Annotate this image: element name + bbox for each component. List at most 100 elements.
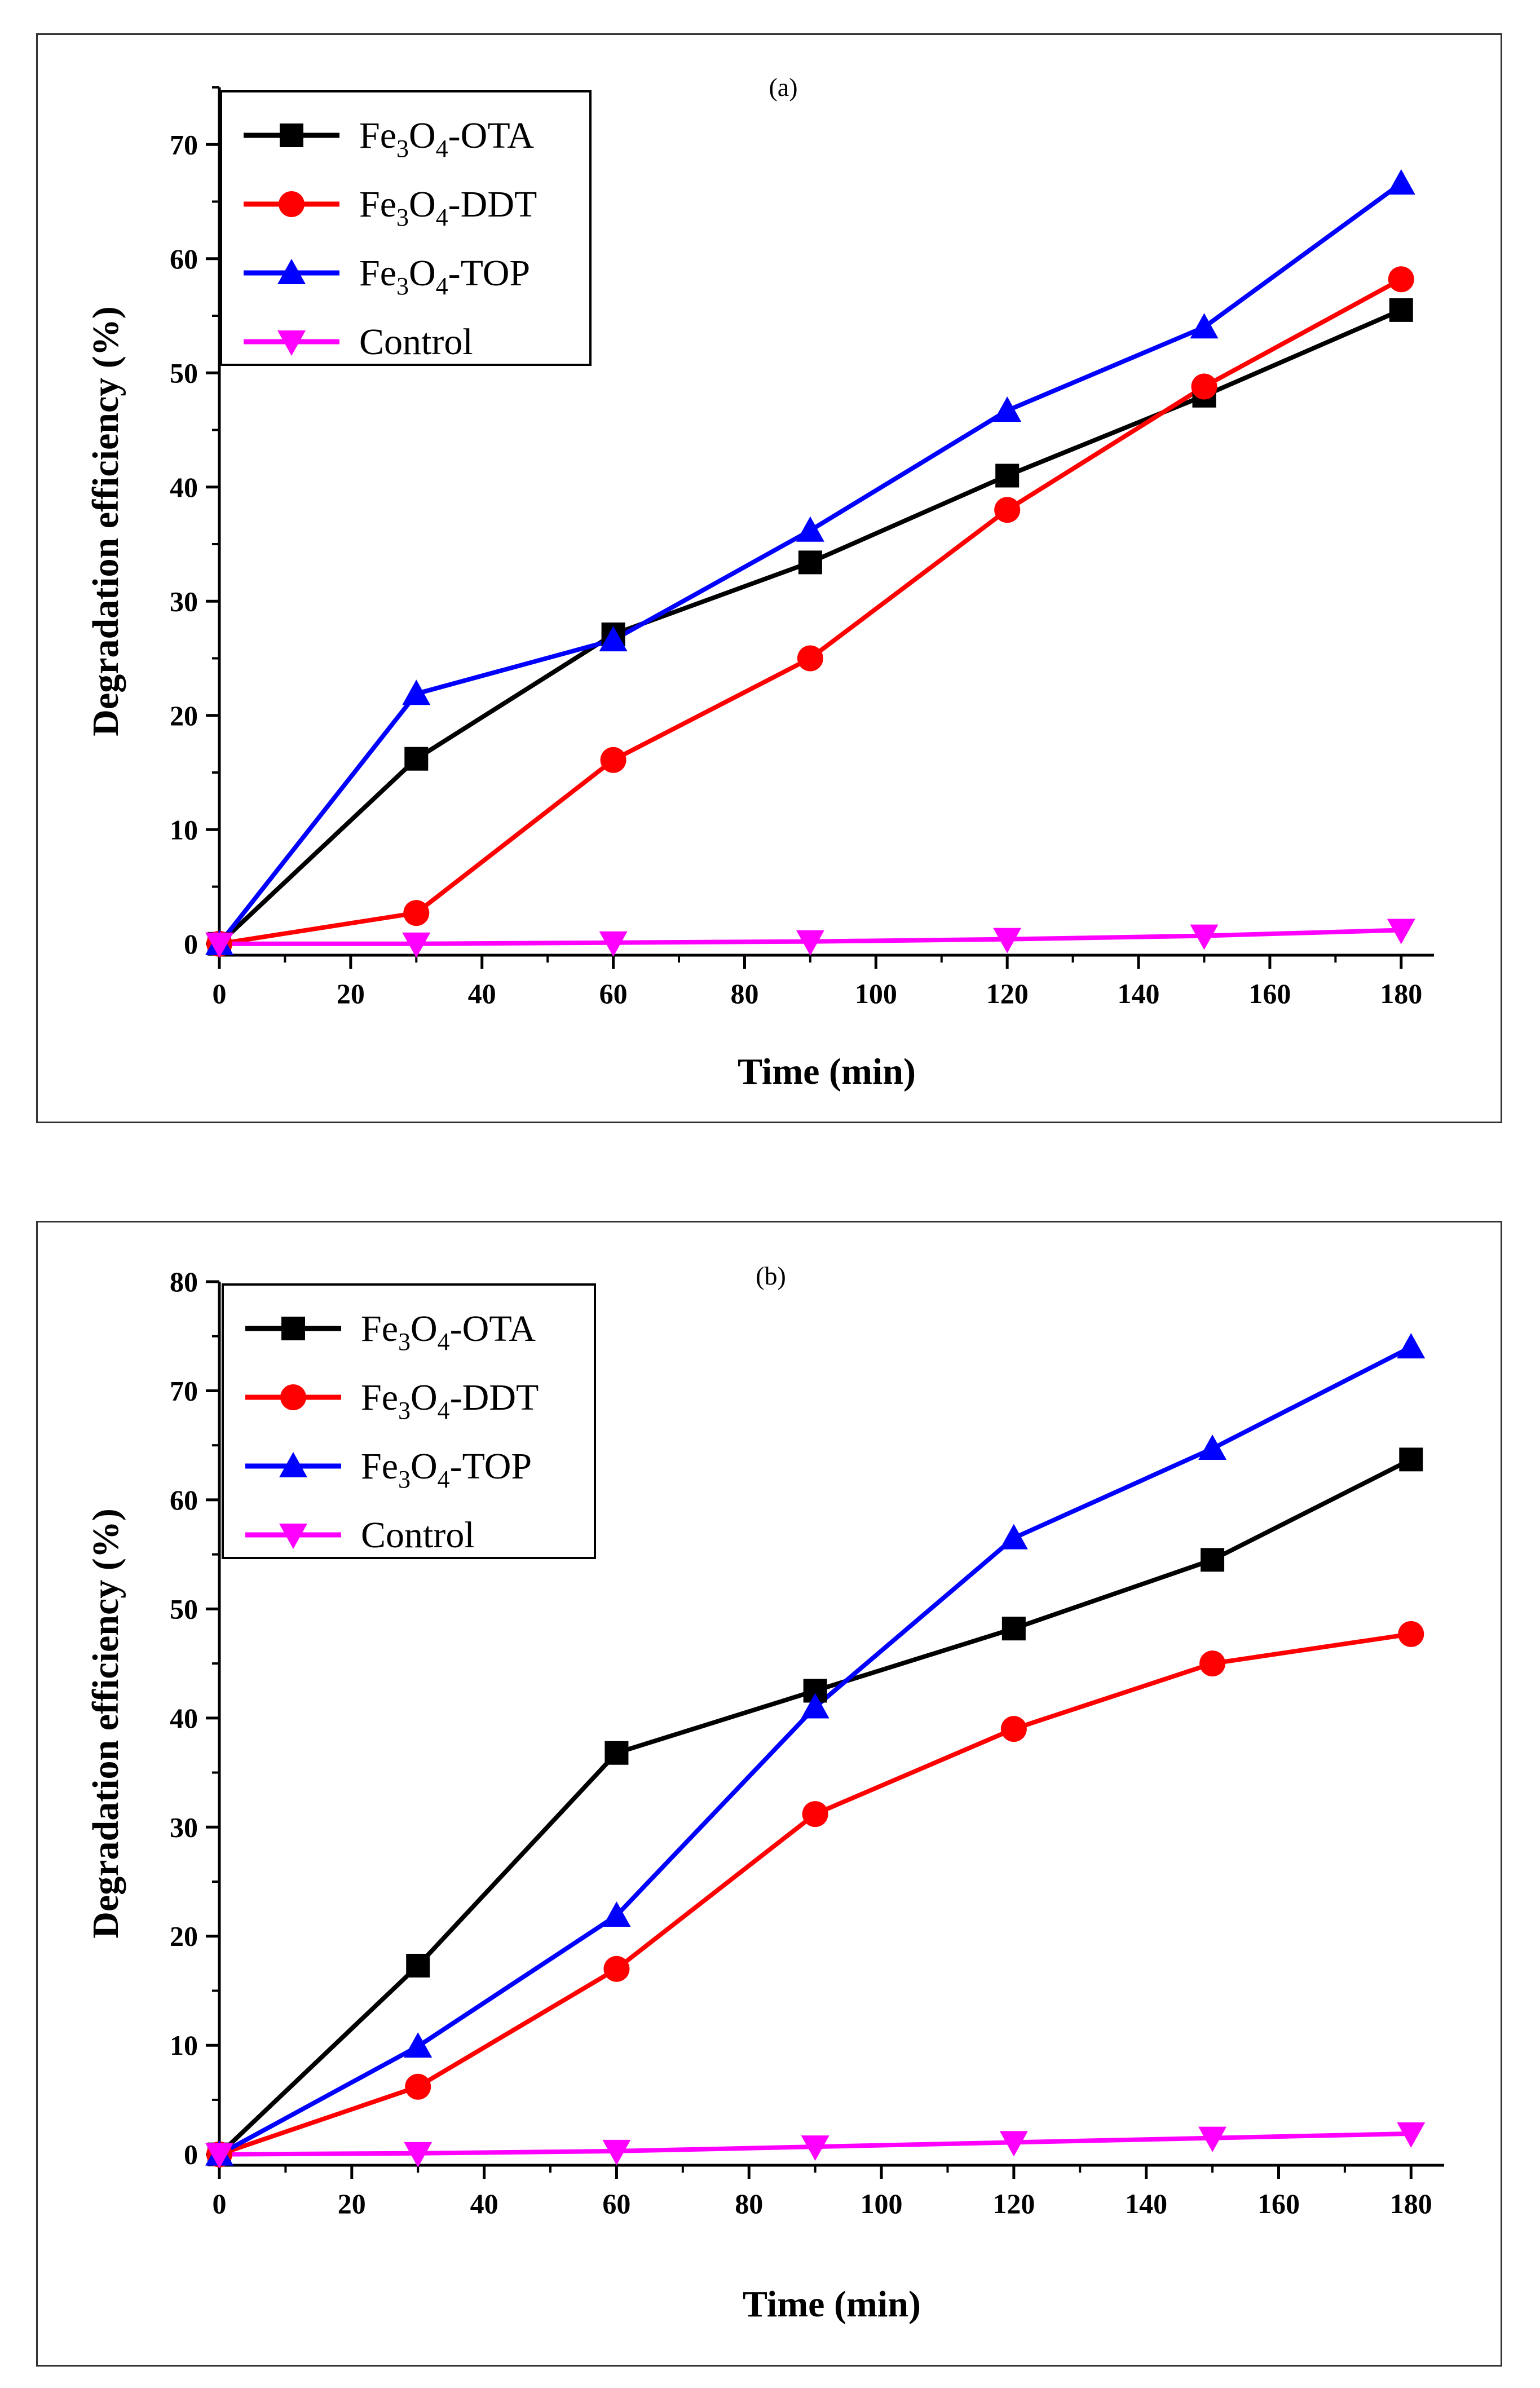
chart-b-data-point-fe3o4-ota: [406, 1953, 430, 1978]
chart-a-data-point-fe3o4-ddt: [403, 900, 430, 926]
chart-b-y-tick-label: 30: [170, 1811, 198, 1843]
chart-a-data-point-control: [599, 931, 628, 957]
chart-a-series-points-fe3o4-ota: [208, 298, 1413, 956]
chart-b-series-points-fe3o4-top: [205, 1333, 1426, 2166]
chart-b-data-point-fe3o4-ota: [604, 1741, 629, 1765]
chart-b-data-point-fe3o4-top: [801, 1693, 829, 1719]
chart-a-data-point-control: [796, 930, 824, 956]
chart-b-data-point-fe3o4-ddt: [1398, 1621, 1424, 1647]
chart-b-data-point-control: [801, 2135, 829, 2161]
chart-b-data-point-fe3o4-top: [1198, 1434, 1227, 1460]
chart-a-data-point-fe3o4-ddt: [797, 645, 823, 672]
chart-a-x-tick-label: 80: [730, 978, 758, 1009]
chart-a-data-point-fe3o4-ota: [798, 550, 822, 575]
chart-b-legend-marker-fe3o4-ota: [281, 1317, 305, 1340]
chart-a-x-tick-label: 40: [468, 978, 496, 1009]
chart-b-x-tick-label: 0: [213, 2188, 227, 2219]
chart-b-data-point-control: [1198, 2126, 1227, 2152]
chart-a-data-point-fe3o4-ota: [404, 747, 429, 771]
chart-b-data-point-fe3o4-top: [602, 1901, 631, 1927]
chart-b-x-tick-label: 180: [1390, 2188, 1432, 2219]
chart-a-data-point-control: [993, 928, 1022, 954]
chart-b-data-point-fe3o4-ota: [1001, 1617, 1026, 1641]
chart-a-legend-marker-fe3o4-top: [277, 259, 306, 284]
chart-a-legend-label-fe3o4-top: Fe3O4-TOP: [359, 253, 530, 300]
chart-a-x-tick-label: 20: [337, 978, 365, 1009]
chart-b-x-tick-label: 140: [1125, 2188, 1167, 2219]
chart-b-legend-label-fe3o4-top: Fe3O4-TOP: [361, 1446, 532, 1493]
chart-b-y-axis-title: Degradation efficiency (%): [85, 1508, 126, 1938]
chart-a-data-point-control: [1190, 924, 1219, 950]
chart-b-y-tick-label: 80: [170, 1266, 198, 1297]
chart-a-y-tick-label: 20: [170, 700, 198, 731]
chart-a-x-tick-label: 120: [986, 978, 1029, 1009]
chart-b-x-tick-label: 100: [861, 2188, 903, 2219]
chart-a-x-tick-label: 60: [599, 978, 628, 1009]
chart-b-y-tick-label: 20: [170, 1921, 198, 1952]
chart-a-y-tick-label: 30: [170, 585, 198, 617]
chart-a-data-point-fe3o4-ddt: [1191, 373, 1217, 400]
chart-a-data-point-fe3o4-top: [599, 626, 628, 652]
chart-b-x-tick-label: 160: [1257, 2188, 1300, 2219]
chart-a-x-tick-label: 0: [213, 978, 227, 1009]
chart-a-legend-marker-fe3o4-ota: [280, 123, 303, 147]
chart-a-x-tick-label: 180: [1380, 978, 1422, 1009]
chart-panel-a: (a) 0 20 40 60 80 100 120 140 160 180 0 10 20 30 40 50 60…: [36, 33, 1502, 1123]
chart-a-series-line-fe3o4-ota: [218, 308, 1402, 946]
chart-b-data-point-fe3o4-ota: [1399, 1447, 1423, 1472]
chart-b-svg: (b) 0 20 40 60 80 100 120 140 160 180 0 10 20 30 40 50 60…: [85, 1261, 1444, 2325]
chart-a-y-axis-title: Degradation efficiency (%): [85, 306, 126, 736]
chart-a-y-tick-label: 50: [170, 357, 198, 389]
chart-a-panel-label: (a): [769, 73, 797, 101]
chart-b-data-point-fe3o4-top: [1397, 1333, 1426, 1359]
chart-a-data-point-fe3o4-top: [402, 679, 431, 705]
chart-b-x-axis-title: Time (min): [743, 2284, 921, 2325]
chart-a-y-tick-label: 10: [170, 814, 198, 845]
chart-b-legend-marker-control: [279, 1524, 307, 1549]
chart-b-x-tick-label: 20: [338, 2188, 366, 2219]
chart-a-series-points-control: [205, 919, 1415, 958]
chart-a-y-tick-label: 40: [170, 471, 198, 503]
chart-a-y-tick-label: 60: [170, 243, 198, 275]
chart-a-x-tick-label: 160: [1248, 978, 1291, 1009]
chart-b-panel-label: (b): [756, 1261, 786, 1290]
chart-b-legend-label-fe3o4-ota: Fe3O4-OTA: [361, 1308, 536, 1356]
chart-b-data-point-fe3o4-top: [404, 2032, 433, 2058]
chart-b-data-point-fe3o4-ddt: [802, 1801, 828, 1828]
chart-b-y-tick-label: 60: [170, 1484, 198, 1516]
chart-b-y-tick-label: 40: [170, 1702, 198, 1734]
chart-b-y-tick-label: 10: [170, 2029, 198, 2061]
chart-a-legend-label-control: Control: [359, 321, 473, 363]
chart-b-legend: Fe3O4-OTA Fe3O4-DDT Fe3O4-TOP Control: [222, 1283, 596, 1559]
chart-a-y-tick-label: 70: [170, 129, 198, 160]
chart-panel-b: (b) 0 20 40 60 80 100 120 140 160 180 0 10 20 30 40 50 60…: [36, 1221, 1502, 2367]
chart-a-series-line-fe3o4-ddt: [219, 277, 1402, 946]
chart-a-y-tick-label: 0: [184, 928, 198, 960]
chart-a-x-axis-title: Time (min): [738, 1051, 916, 1092]
chart-a-x-tick-label: 140: [1118, 978, 1160, 1009]
chart-a-legend-marker-fe3o4-ddt: [279, 191, 305, 217]
chart-b-x-tick-label: 120: [992, 2188, 1035, 2219]
chart-a-x-tick-label: 100: [855, 978, 897, 1009]
chart-a-data-point-control: [205, 932, 233, 958]
chart-b-data-point-fe3o4-ddt: [1000, 1716, 1027, 1742]
chart-a-data-point-fe3o4-ddt: [994, 497, 1021, 523]
chart-b-y-tick-label: 50: [170, 1593, 198, 1625]
chart-b-data-point-control: [999, 2131, 1028, 2157]
chart-a-legend: Fe3O4-OTA Fe3O4-DDT Fe3O4-TOP Control: [220, 90, 592, 366]
chart-a-data-point-fe3o4-top: [796, 516, 824, 542]
chart-b-series-points-control: [205, 2122, 1426, 2169]
chart-b-y-tick-label: 70: [170, 1375, 198, 1406]
chart-a-data-point-fe3o4-top: [993, 396, 1022, 422]
chart-a-legend-label-fe3o4-ota: Fe3O4-OTA: [359, 115, 534, 162]
chart-b-data-point-fe3o4-top: [999, 1524, 1028, 1550]
chart-a-data-point-control: [402, 932, 431, 958]
chart-a-data-point-fe3o4-ddt: [1388, 266, 1414, 293]
chart-b-data-point-control: [205, 2143, 233, 2169]
chart-a-data-point-fe3o4-ota: [995, 464, 1020, 488]
chart-a-legend-label-fe3o4-ddt: Fe3O4-DDT: [359, 184, 537, 231]
chart-a-svg: (a) 0 20 40 60 80 100 120 140 160 180 0 10 20 30 40 50 60…: [85, 73, 1434, 1092]
chart-b-data-point-fe3o4-ddt: [1199, 1650, 1226, 1677]
chart-b-data-point-control: [404, 2142, 433, 2168]
chart-b-data-point-fe3o4-ddt: [603, 1956, 630, 1982]
